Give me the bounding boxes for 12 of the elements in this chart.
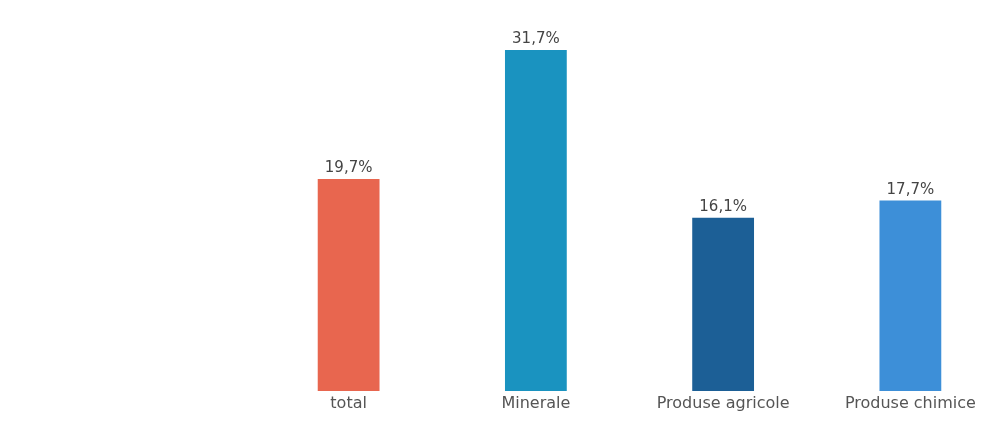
bar (317, 179, 380, 391)
x-tick-label: Minerale (501, 393, 571, 412)
data-label: 17,7% (886, 179, 935, 198)
data-label: 19,7% (324, 158, 373, 177)
x-tick-label: Produse agricole (656, 393, 790, 412)
bar (692, 217, 755, 391)
data-label: 16,1% (699, 196, 747, 215)
bar (879, 200, 942, 391)
data-label: 31,7% (512, 29, 560, 47)
bar (504, 50, 567, 391)
x-tick-label: total (330, 393, 367, 412)
x-tick-label: Produse chimice (844, 393, 976, 412)
